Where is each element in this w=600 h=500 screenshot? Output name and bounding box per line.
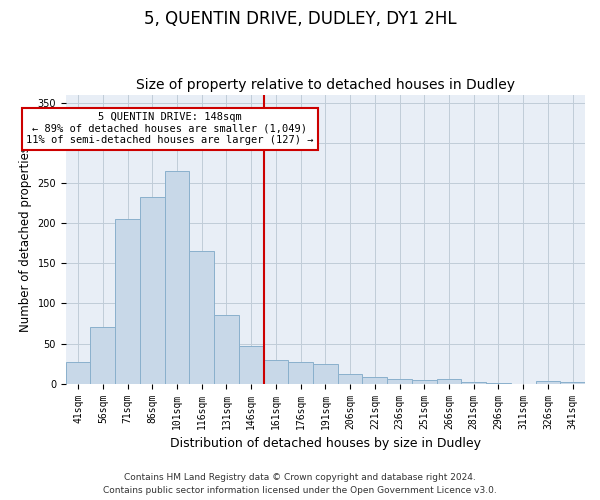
Y-axis label: Number of detached properties: Number of detached properties bbox=[19, 146, 32, 332]
Bar bbox=[190, 251, 214, 384]
Bar bbox=[214, 316, 239, 384]
Bar bbox=[263, 360, 288, 384]
Bar bbox=[412, 380, 437, 384]
Bar bbox=[66, 362, 91, 384]
Bar bbox=[164, 171, 190, 384]
Text: 5, QUENTIN DRIVE, DUDLEY, DY1 2HL: 5, QUENTIN DRIVE, DUDLEY, DY1 2HL bbox=[143, 10, 457, 28]
Text: 5 QUENTIN DRIVE: 148sqm
← 89% of detached houses are smaller (1,049)
11% of semi: 5 QUENTIN DRIVE: 148sqm ← 89% of detache… bbox=[26, 112, 313, 146]
Text: Contains HM Land Registry data © Crown copyright and database right 2024.
Contai: Contains HM Land Registry data © Crown c… bbox=[103, 474, 497, 495]
Bar bbox=[115, 219, 140, 384]
Bar bbox=[387, 379, 412, 384]
Bar bbox=[91, 328, 115, 384]
Bar bbox=[486, 383, 511, 384]
Bar bbox=[140, 196, 164, 384]
Bar bbox=[560, 382, 585, 384]
X-axis label: Distribution of detached houses by size in Dudley: Distribution of detached houses by size … bbox=[170, 437, 481, 450]
Bar bbox=[338, 374, 362, 384]
Title: Size of property relative to detached houses in Dudley: Size of property relative to detached ho… bbox=[136, 78, 515, 92]
Bar bbox=[362, 378, 387, 384]
Bar bbox=[461, 382, 486, 384]
Bar bbox=[437, 379, 461, 384]
Bar bbox=[288, 362, 313, 384]
Bar bbox=[239, 346, 263, 384]
Bar bbox=[313, 364, 338, 384]
Bar bbox=[536, 382, 560, 384]
